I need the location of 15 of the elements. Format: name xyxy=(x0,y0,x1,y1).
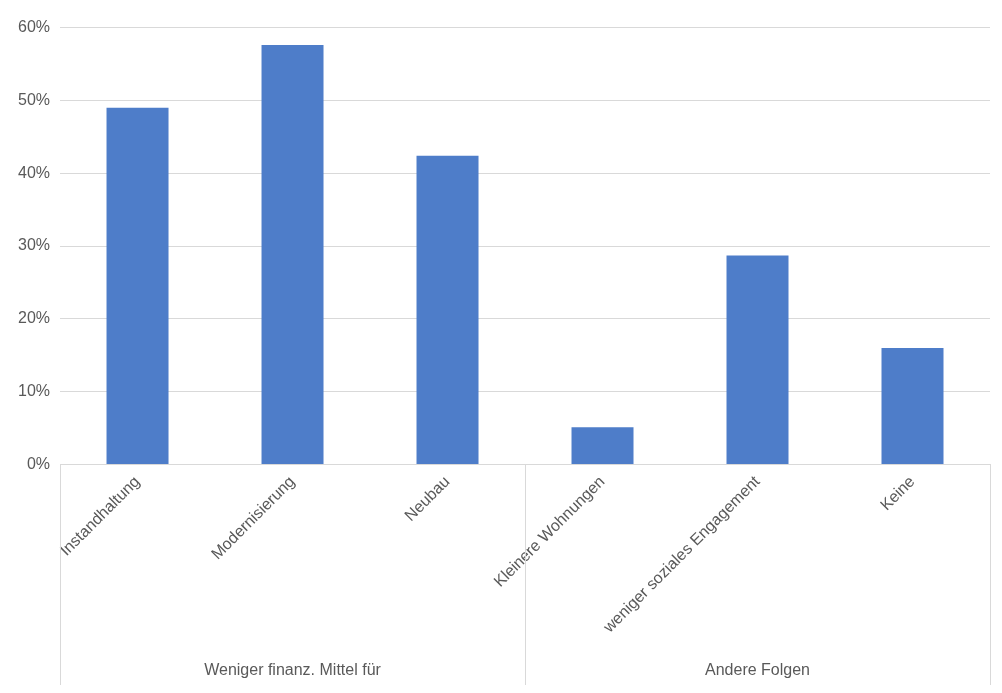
y-tick-label: 30% xyxy=(17,236,51,254)
bar xyxy=(571,427,634,464)
bar xyxy=(416,155,479,464)
bar xyxy=(881,347,944,464)
bar xyxy=(726,255,789,464)
y-tick-label: 20% xyxy=(17,309,51,327)
text: Andere Folgen xyxy=(705,661,810,679)
y-tick-label: 50% xyxy=(17,90,51,108)
text: Weniger finanz. Mittel für xyxy=(204,661,382,679)
y-tick-label: 0% xyxy=(26,454,51,472)
bar xyxy=(106,107,169,464)
bar xyxy=(261,45,324,464)
y-tick-label: 60% xyxy=(17,18,51,36)
y-tick-label: 10% xyxy=(17,382,51,400)
y-tick-label: 40% xyxy=(17,163,51,181)
